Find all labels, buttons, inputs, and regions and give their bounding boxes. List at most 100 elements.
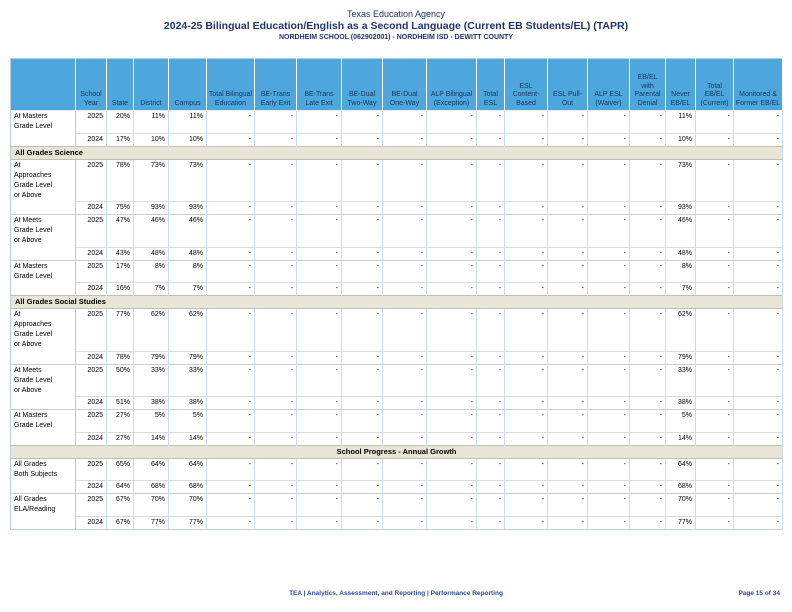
- table-cell: -: [426, 396, 477, 410]
- table-cell: -: [629, 158, 666, 202]
- table-cell: -: [206, 132, 255, 146]
- table-cell: 7%: [168, 282, 207, 296]
- table-cell: -: [629, 431, 666, 445]
- table-cell: -: [629, 282, 666, 296]
- row-label: [10, 516, 76, 529]
- table-cell: -: [476, 201, 505, 215]
- table-cell: 79%: [168, 350, 207, 364]
- column-header: BE-Trans Late Exit: [296, 58, 342, 111]
- table-row: At Masters Grade Level 2025 20% 11% 11% - - - - -…: [10, 110, 783, 133]
- table-cell: -: [476, 259, 505, 283]
- table-cell: -: [341, 480, 383, 494]
- row-label: [10, 396, 76, 410]
- table-cell: 10%: [168, 132, 207, 146]
- table-cell: -: [695, 431, 734, 445]
- column-header: ALP ESL (Waiver): [587, 58, 630, 111]
- table-cell: -: [254, 308, 297, 351]
- table-cell: -: [296, 201, 342, 215]
- table-cell: -: [254, 363, 297, 397]
- table-cell: -: [476, 515, 505, 529]
- table-cell: -: [206, 246, 255, 260]
- table-cell: -: [254, 515, 297, 529]
- table-cell: -: [426, 282, 477, 296]
- table-cell: 14%: [133, 431, 169, 445]
- table-cell: -: [629, 308, 666, 351]
- column-header: Campus: [168, 58, 207, 111]
- column-header: [10, 58, 76, 111]
- row-label: At Meets Grade Level or Above: [10, 214, 76, 247]
- table-cell: -: [254, 431, 297, 445]
- table-cell: 79%: [665, 350, 696, 364]
- table-cell: 78%: [106, 158, 134, 202]
- table-cell: -: [629, 132, 666, 146]
- table-row: All Grades ELA/Reading 2025 67% 70% 70% - - - - -…: [10, 493, 783, 516]
- table-cell: 2025: [75, 457, 107, 481]
- table-cell: 62%: [168, 308, 207, 351]
- table-row: 2024 27% 14% 14% - - - - - - - - - - -14% - -: [10, 431, 783, 445]
- table-cell: -: [547, 259, 588, 283]
- table-cell: -: [629, 259, 666, 283]
- table-cell: -: [733, 282, 783, 296]
- table-cell: 93%: [133, 201, 169, 215]
- section-header: School Progress - Annual Growth: [10, 444, 783, 459]
- table-cell: -: [629, 409, 666, 432]
- table-cell: -: [206, 110, 255, 133]
- table-cell: 93%: [665, 201, 696, 215]
- column-header: Monitored & Former EB/EL: [733, 58, 783, 111]
- row-label: [10, 351, 76, 364]
- table-cell: -: [629, 480, 666, 494]
- table-cell: -: [426, 431, 477, 445]
- table-cell: -: [504, 457, 548, 481]
- table-cell: -: [254, 457, 297, 481]
- table-body: At Masters Grade Level 2025 20% 11% 11% - - - - -…: [10, 110, 783, 529]
- table-cell: -: [296, 493, 342, 516]
- table-cell: -: [296, 396, 342, 410]
- table-cell: -: [341, 409, 383, 432]
- table-cell: -: [504, 110, 548, 133]
- row-label: At Masters Grade Level: [10, 110, 76, 133]
- table-cell: -: [382, 201, 427, 215]
- table-cell: 47%: [106, 214, 134, 247]
- table-cell: -: [426, 132, 477, 146]
- table-cell: -: [254, 396, 297, 410]
- table-cell: 2024: [75, 480, 107, 494]
- table-row: At Masters Grade Level 2025 17% 8% 8% - - - - - - -…: [10, 259, 783, 283]
- table-cell: -: [504, 480, 548, 494]
- table-cell: -: [206, 282, 255, 296]
- table-cell: -: [476, 396, 505, 410]
- table-cell: -: [296, 480, 342, 494]
- table-cell: -: [695, 409, 734, 432]
- table-cell: 67%: [106, 515, 134, 529]
- table-cell: 16%: [106, 282, 134, 296]
- table-cell: -: [547, 308, 588, 351]
- table-cell: -: [254, 350, 297, 364]
- table-cell: -: [695, 480, 734, 494]
- table-cell: 2024: [75, 515, 107, 529]
- column-header: BE-Trans Early Exit: [254, 58, 297, 111]
- table-cell: -: [254, 246, 297, 260]
- table-cell: -: [296, 246, 342, 260]
- table-cell: -: [504, 493, 548, 516]
- table-cell: 62%: [665, 308, 696, 351]
- table-cell: 67%: [106, 493, 134, 516]
- table-cell: -: [254, 132, 297, 146]
- table-cell: -: [547, 132, 588, 146]
- table-cell: -: [341, 282, 383, 296]
- table-cell: -: [587, 409, 630, 432]
- row-label: [10, 133, 76, 146]
- table-cell: 14%: [665, 431, 696, 445]
- table-cell: -: [733, 363, 783, 397]
- table-cell: -: [476, 282, 505, 296]
- table-cell: -: [695, 282, 734, 296]
- table-cell: -: [382, 246, 427, 260]
- table-row: 2024 51% 38% 38% - - - - - - - - - - -38% - -: [10, 396, 783, 410]
- row-label: All Grades ELA/Reading: [10, 493, 76, 516]
- table-cell: 46%: [168, 214, 207, 247]
- table-cell: -: [629, 457, 666, 481]
- page-number: Page 15 of 34: [738, 590, 780, 597]
- table-cell: -: [504, 214, 548, 247]
- column-header: Total ESL: [476, 58, 505, 111]
- table-cell: 48%: [168, 246, 207, 260]
- table-cell: -: [296, 350, 342, 364]
- table-cell: 27%: [106, 409, 134, 432]
